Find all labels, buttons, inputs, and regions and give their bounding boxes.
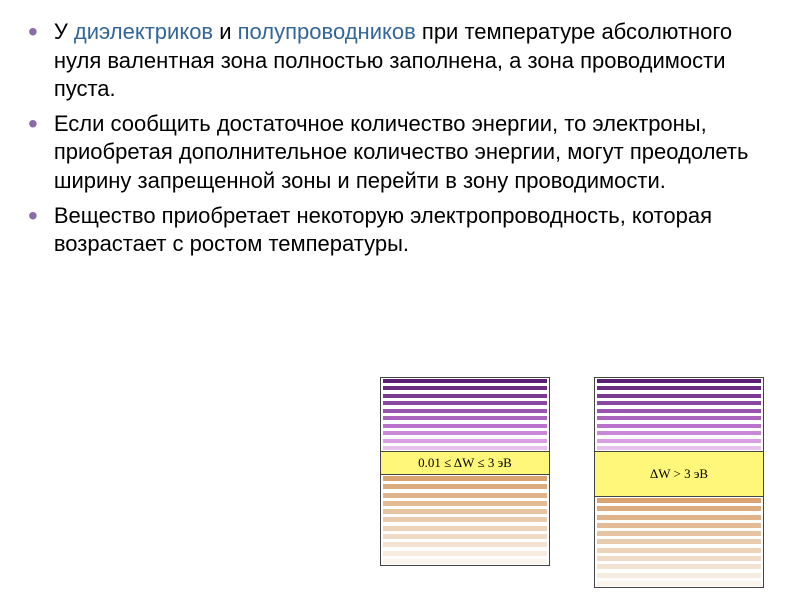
bullet-text: У диэлектриков и полупроводников при тем…: [54, 18, 772, 104]
bullet-text: Если сообщить достаточное количество эне…: [54, 110, 772, 196]
bullet-item: • Вещество приобретает некоторую электроп…: [28, 202, 772, 259]
bullet-dot: •: [28, 202, 38, 230]
bullet-text: Вещество приобретает некоторую электропр…: [54, 202, 772, 259]
bullet-dot: •: [28, 18, 38, 46]
bullet-dot: •: [28, 110, 38, 138]
conduction-band-2: [594, 377, 764, 452]
conduction-band-1: [380, 377, 550, 452]
band-gap-2: ΔW > 3 эВ: [594, 452, 764, 496]
bullets-list: • У диэлектриков и полупроводников при те…: [28, 18, 772, 259]
valence-band-1: [380, 474, 550, 566]
gap-label-2: ΔW > 3 эВ: [650, 466, 708, 482]
valence-band-2: [594, 496, 764, 588]
band-diagrams: 0.01 ≤ ΔW ≤ 3 эВ ΔW > 3 эВ: [380, 377, 764, 588]
bullet-item: • У диэлектриков и полупроводников при те…: [28, 18, 772, 104]
semiconductor-diagram: 0.01 ≤ ΔW ≤ 3 эВ: [380, 377, 550, 588]
band-gap-1: 0.01 ≤ ΔW ≤ 3 эВ: [380, 452, 550, 474]
gap-label-1: 0.01 ≤ ΔW ≤ 3 эВ: [418, 455, 512, 471]
dielectric-diagram: ΔW > 3 эВ: [594, 377, 764, 588]
bullet-item: • Если сообщить достаточное количество эн…: [28, 110, 772, 196]
